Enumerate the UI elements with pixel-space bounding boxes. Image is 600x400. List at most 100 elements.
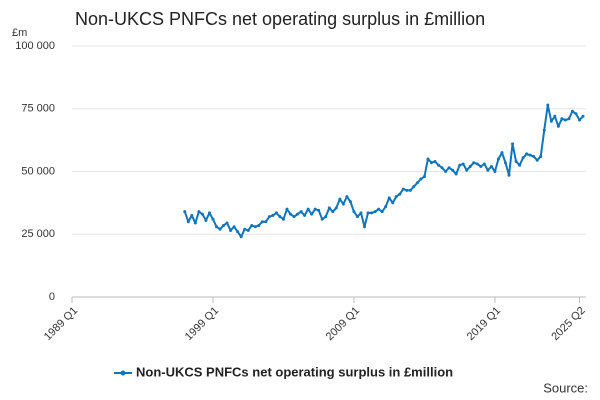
data-point bbox=[264, 220, 268, 224]
data-point bbox=[532, 154, 536, 158]
data-point bbox=[528, 153, 532, 157]
data-point bbox=[225, 221, 229, 225]
data-point bbox=[271, 213, 275, 217]
data-point bbox=[366, 211, 370, 215]
data-point bbox=[447, 166, 451, 170]
data-point bbox=[479, 164, 483, 168]
data-point bbox=[472, 161, 476, 165]
data-line bbox=[183, 103, 584, 238]
data-point bbox=[348, 200, 352, 204]
data-point bbox=[437, 163, 441, 167]
data-point bbox=[380, 210, 384, 214]
data-point bbox=[429, 161, 433, 165]
data-point bbox=[334, 206, 338, 210]
data-point bbox=[415, 181, 419, 185]
data-point bbox=[394, 195, 398, 199]
data-point bbox=[525, 152, 529, 156]
data-point bbox=[578, 118, 581, 122]
data-point bbox=[535, 158, 539, 162]
data-point bbox=[451, 168, 455, 172]
data-point bbox=[465, 168, 469, 172]
data-point bbox=[493, 170, 497, 173]
data-point bbox=[556, 124, 560, 128]
data-point bbox=[274, 211, 278, 215]
data-point bbox=[521, 156, 525, 160]
data-point bbox=[299, 210, 303, 214]
legend-label: Non-UKCS PNFCs net operating surplus in … bbox=[136, 364, 453, 379]
y-axis-label: £m bbox=[12, 27, 27, 39]
data-point bbox=[345, 195, 349, 199]
data-point bbox=[549, 119, 553, 123]
data-point bbox=[289, 212, 293, 216]
data-point bbox=[482, 162, 486, 166]
data-point bbox=[193, 221, 197, 225]
data-point bbox=[278, 215, 282, 219]
x-tick-label: 1999 Q1 bbox=[183, 305, 221, 343]
data-point bbox=[384, 205, 388, 209]
data-point bbox=[581, 114, 585, 118]
data-point bbox=[468, 164, 472, 168]
data-point bbox=[391, 201, 395, 205]
y-tick-label: 0 bbox=[49, 291, 55, 303]
data-point bbox=[570, 109, 574, 113]
data-point bbox=[422, 175, 426, 179]
data-point bbox=[214, 225, 218, 229]
data-point bbox=[186, 220, 190, 224]
data-point bbox=[518, 163, 522, 167]
data-point bbox=[250, 223, 254, 227]
data-point bbox=[236, 230, 240, 234]
data-point bbox=[461, 162, 465, 166]
data-point bbox=[331, 210, 335, 214]
data-point bbox=[320, 217, 324, 221]
data-point bbox=[373, 210, 377, 214]
data-point bbox=[207, 211, 211, 215]
data-point bbox=[553, 114, 557, 118]
data-point bbox=[377, 207, 381, 211]
data-point bbox=[359, 211, 363, 215]
data-point bbox=[257, 223, 261, 227]
data-point bbox=[341, 202, 345, 206]
data-point bbox=[542, 128, 546, 132]
data-point bbox=[246, 228, 250, 232]
data-point bbox=[475, 162, 479, 166]
data-point bbox=[327, 206, 331, 210]
y-tick-label: 25 000 bbox=[21, 228, 55, 240]
data-point bbox=[412, 185, 416, 189]
source: Source: bbox=[543, 380, 588, 395]
data-point bbox=[398, 192, 402, 196]
data-point bbox=[229, 228, 233, 232]
data-point bbox=[317, 208, 321, 212]
data-point bbox=[560, 117, 564, 121]
data-point bbox=[454, 172, 458, 176]
data-point bbox=[296, 212, 300, 216]
data-point bbox=[310, 212, 314, 216]
data-point bbox=[489, 164, 493, 168]
data-point bbox=[243, 227, 247, 231]
data-point bbox=[433, 159, 437, 163]
data-point bbox=[401, 187, 405, 191]
data-point bbox=[303, 213, 307, 217]
data-point bbox=[260, 220, 264, 224]
data-point bbox=[281, 217, 285, 221]
y-tick-label: 100 000 bbox=[15, 40, 55, 52]
data-point bbox=[563, 118, 567, 122]
data-point bbox=[306, 207, 310, 211]
x-tick-label: 2009 Q1 bbox=[324, 305, 362, 343]
data-point bbox=[183, 210, 187, 214]
data-point bbox=[574, 112, 578, 116]
data-point bbox=[514, 159, 518, 163]
data-point bbox=[239, 235, 243, 239]
data-point bbox=[292, 215, 296, 219]
legend-marker bbox=[120, 370, 126, 376]
data-point bbox=[496, 157, 500, 161]
y-tick-label: 50 000 bbox=[21, 165, 55, 177]
data-point bbox=[190, 213, 194, 217]
x-tick-label: 2025 Q2 bbox=[549, 305, 587, 343]
data-point bbox=[267, 215, 271, 219]
data-point bbox=[539, 154, 543, 158]
data-point bbox=[405, 188, 409, 192]
data-point bbox=[313, 207, 317, 211]
x-tick-label: 1989 Q1 bbox=[42, 305, 80, 343]
data-point bbox=[511, 142, 515, 146]
